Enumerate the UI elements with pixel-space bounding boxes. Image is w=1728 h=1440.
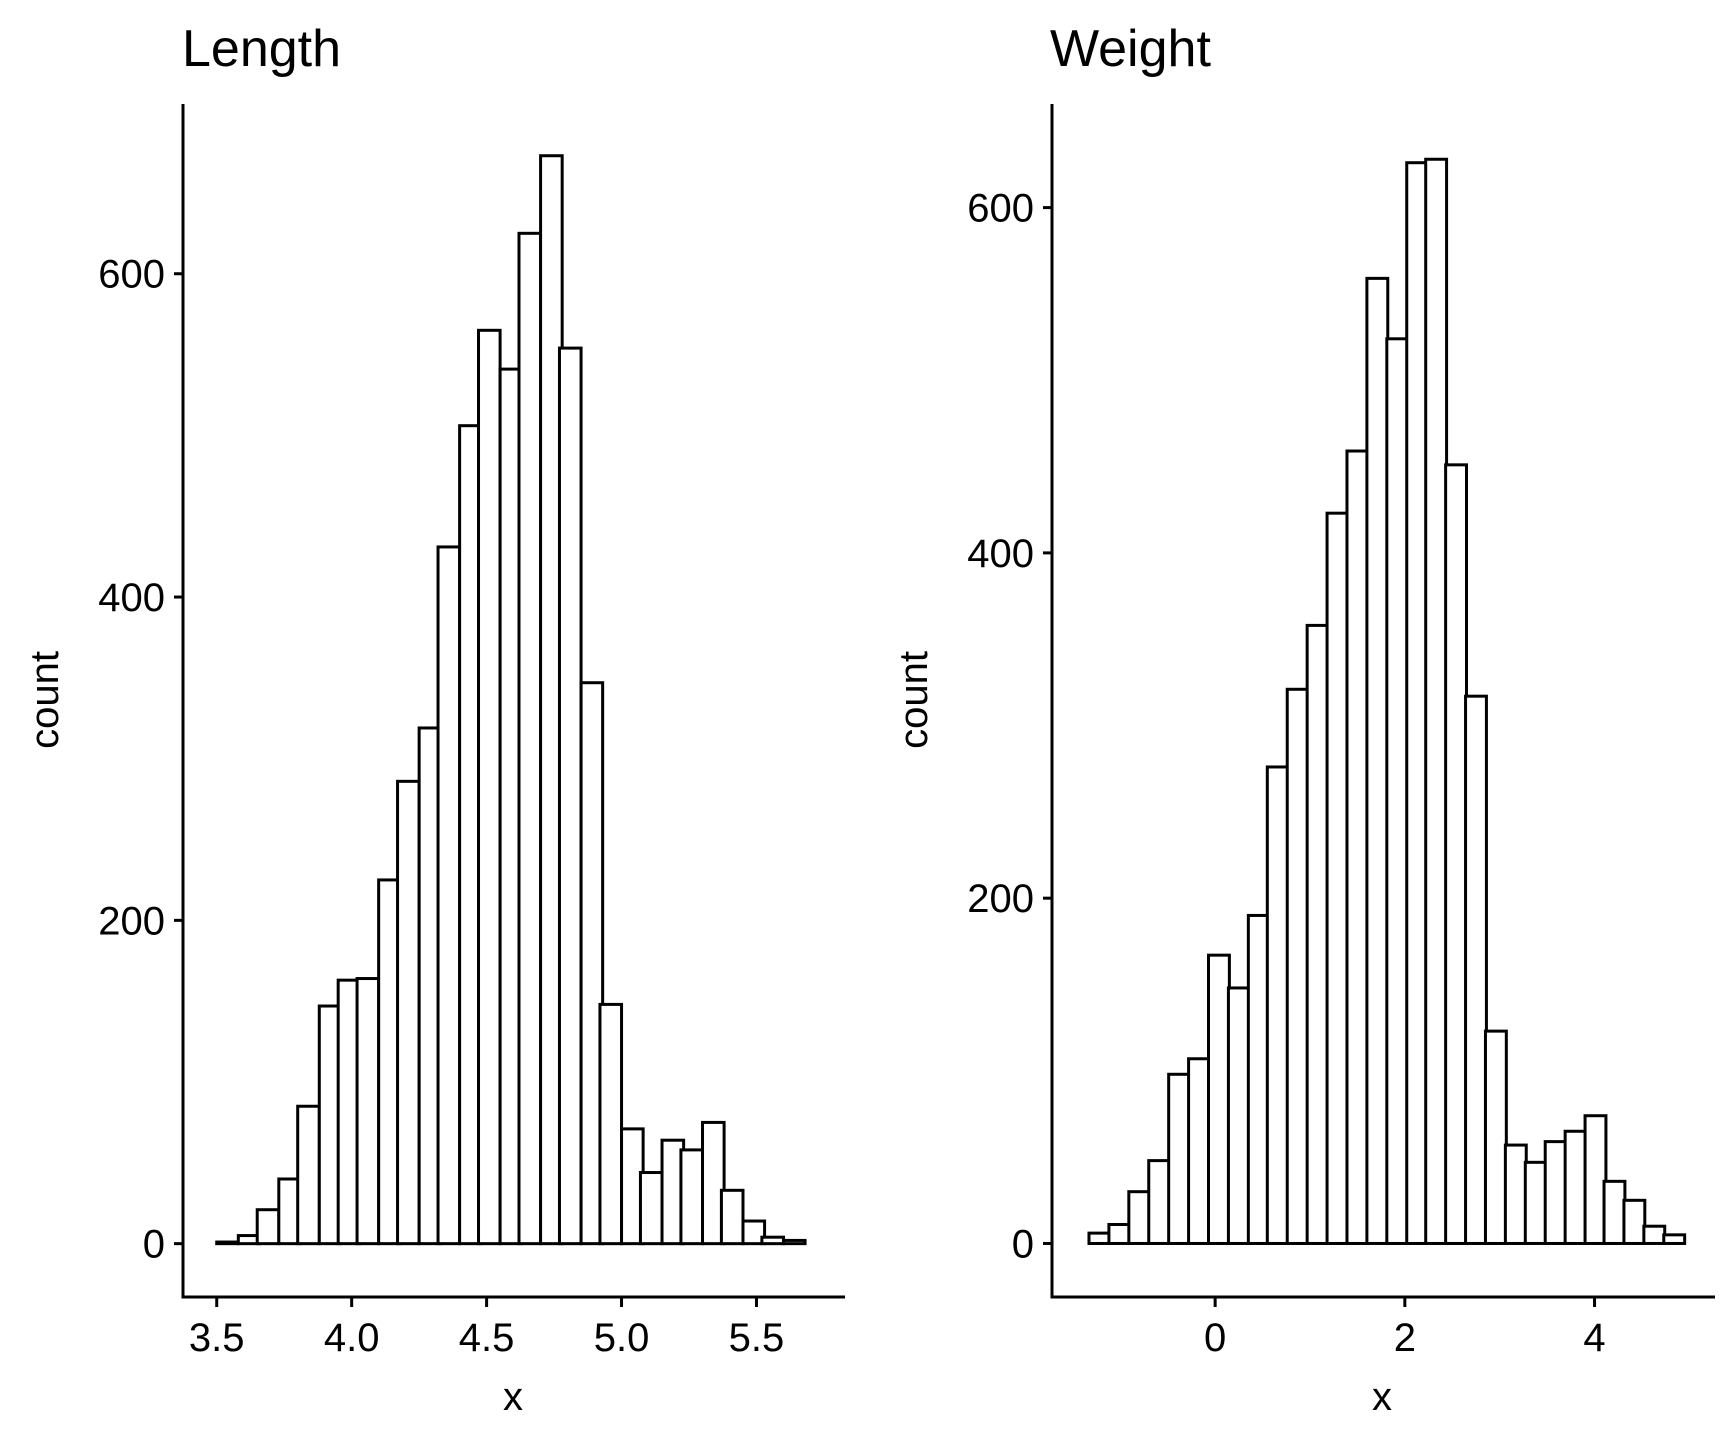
histogram-bar-weight-19 [1464, 694, 1488, 1245]
histogram-bar-weight-7 [1226, 986, 1251, 1245]
x-tick-label-length-1: 4.0 [324, 1316, 380, 1360]
x-ticks-weight: 0 2 4 [1204, 1297, 1606, 1360]
histogram-bar-weight-13 [1345, 449, 1370, 1245]
y-tick-label-length-2: 400 [98, 576, 165, 620]
histogram-bar-weight-18 [1444, 463, 1469, 1245]
histogram-bar-weight-21 [1503, 1143, 1528, 1245]
histogram-bar-weight-10 [1285, 687, 1310, 1245]
histogram-bar-length-28 [760, 1235, 785, 1246]
histogram-bar-weight-9 [1265, 765, 1290, 1245]
x-axis-title-weight: x [1372, 1375, 1392, 1419]
x-tick-label-weight-0: 0 [1204, 1316, 1226, 1360]
histogram-bar-length-19 [579, 681, 605, 1246]
histogram-bar-weight-3 [1147, 1159, 1172, 1245]
y-tick-label-weight-3: 600 [967, 187, 1034, 231]
histogram-bar-weight-6 [1207, 953, 1231, 1245]
histogram-bar-length-29 [781, 1238, 807, 1246]
x-tick-label-weight-1: 2 [1394, 1316, 1416, 1360]
x-tick-label-weight-2: 4 [1583, 1316, 1605, 1360]
y-tick-label-weight-1: 200 [967, 877, 1034, 921]
histogram-bar-length-25 [701, 1120, 726, 1246]
y-tick-label-weight-2: 400 [967, 532, 1034, 576]
histogram-bar-weight-1 [1107, 1222, 1132, 1245]
y-ticks-weight: 0 200 400 600 [967, 187, 1052, 1266]
histogram-bar-weight-14 [1365, 276, 1390, 1245]
histogram-bars-weight [1087, 157, 1687, 1245]
histogram-bar-weight-11 [1305, 623, 1330, 1245]
histogram-bar-weight-4 [1167, 1072, 1192, 1245]
histogram-bar-weight-22 [1523, 1160, 1548, 1245]
histogram-bar-length-26 [719, 1188, 745, 1246]
x-tick-label-length-3: 5.0 [594, 1316, 650, 1360]
histogram-bar-length-3 [255, 1208, 281, 1246]
panel-weight: Weight 0 200 400 600 0 2 4 x count [892, 20, 1715, 1419]
histogram-bar-weight-25 [1583, 1114, 1608, 1245]
histogram-bar-length-1 [215, 1240, 240, 1246]
y-tick-label-weight-0: 0 [1012, 1222, 1034, 1266]
y-axis-title-length: count [23, 651, 67, 749]
histogram-bar-length-5 [296, 1104, 321, 1246]
x-axis-title-length: x [503, 1375, 523, 1419]
histogram-bar-weight-15 [1385, 337, 1410, 1245]
x-ticks-length: 3.5 4.0 4.5 5.0 5.5 [189, 1297, 784, 1360]
panel-title-length: Length [182, 20, 341, 78]
y-ticks-length: 0 200 400 600 [98, 253, 183, 1267]
histogram-bars-length [215, 154, 807, 1246]
histogram-bar-length-22 [638, 1171, 664, 1246]
histogram-bar-length-12 [436, 545, 462, 1246]
histogram-bar-weight-17 [1424, 157, 1449, 1245]
histogram-bar-weight-20 [1483, 1029, 1508, 1245]
histogram-bar-weight-12 [1325, 511, 1350, 1245]
y-tick-label-length-0: 0 [143, 1223, 165, 1267]
x-tick-label-length-2: 4.5 [459, 1316, 515, 1360]
histogram-bar-weight-28 [1642, 1224, 1667, 1245]
y-axis-title-weight: count [892, 651, 936, 749]
histogram-bar-weight-0 [1087, 1231, 1112, 1245]
y-tick-label-length-1: 200 [98, 899, 165, 943]
panel-length: Length 0 200 400 600 3.5 4.0 4.5 5.0 5.5 x coun… [23, 20, 845, 1419]
histogram-bar-length-10 [396, 779, 421, 1246]
histogram-bar-length-8 [355, 977, 381, 1246]
histogram-bar-weight-2 [1127, 1190, 1152, 1245]
histogram-bar-length-16 [517, 231, 543, 1246]
histogram-bar-weight-5 [1187, 1057, 1211, 1245]
histogram-bar-length-18 [557, 346, 583, 1246]
histogram-bar-length-14 [477, 328, 502, 1246]
x-tick-label-length-4: 5.5 [729, 1316, 785, 1360]
histogram-bar-length-24 [679, 1148, 705, 1246]
histogram-bar-weight-27 [1622, 1198, 1647, 1245]
panel-title-weight: Weight [1050, 20, 1211, 78]
y-tick-label-length-3: 600 [98, 253, 165, 297]
x-tick-label-length-0: 3.5 [189, 1316, 245, 1360]
histogram-bar-weight-23 [1543, 1140, 1568, 1245]
histogram-bar-weight-24 [1563, 1129, 1588, 1245]
histogram-bar-weight-26 [1602, 1179, 1627, 1245]
histogram-bar-length-27 [741, 1219, 767, 1246]
histogram-bar-weight-29 [1662, 1233, 1687, 1245]
histogram-bar-length-20 [598, 1002, 624, 1246]
